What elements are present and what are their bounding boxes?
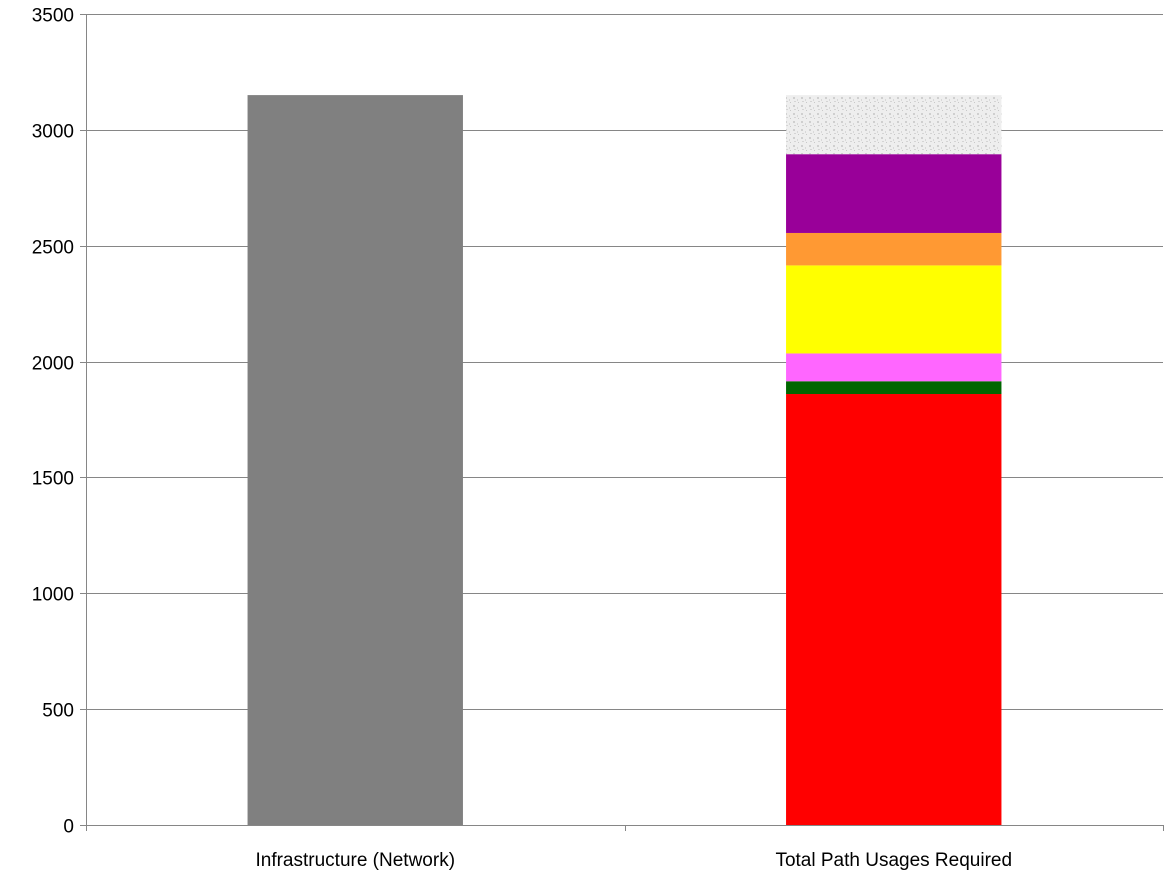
y-axis-tick-labels: 0 500 1000 1500 2000 2500 3000 3500: [32, 6, 74, 838]
y-tick-label: 3000: [32, 122, 74, 143]
axes: [80, 14, 1164, 831]
bar-segment: [786, 265, 1002, 354]
bar-segment: [786, 95, 1002, 155]
x-category-label: Total Path Usages Required: [775, 850, 1012, 871]
y-tick-label: 0: [63, 817, 74, 838]
bar-segment: [786, 154, 1002, 233]
bar-segment: [786, 232, 1002, 266]
x-axis-category-labels: Infrastructure (Network) Total Path Usage…: [255, 850, 1012, 871]
bar-segment: [786, 394, 1002, 825]
y-tick-label: 2500: [32, 238, 74, 259]
bars: [247, 95, 1002, 826]
bar-segment: [247, 95, 463, 826]
y-tick-label: 500: [42, 701, 74, 722]
x-category-label: Infrastructure (Network): [255, 850, 455, 871]
bar-segment: [786, 381, 1002, 395]
y-tick-label: 3500: [32, 6, 74, 27]
bar-segment: [786, 353, 1002, 382]
y-tick-label: 1000: [32, 585, 74, 606]
y-tick-label: 1500: [32, 469, 74, 490]
y-tick-label: 2000: [32, 354, 74, 375]
